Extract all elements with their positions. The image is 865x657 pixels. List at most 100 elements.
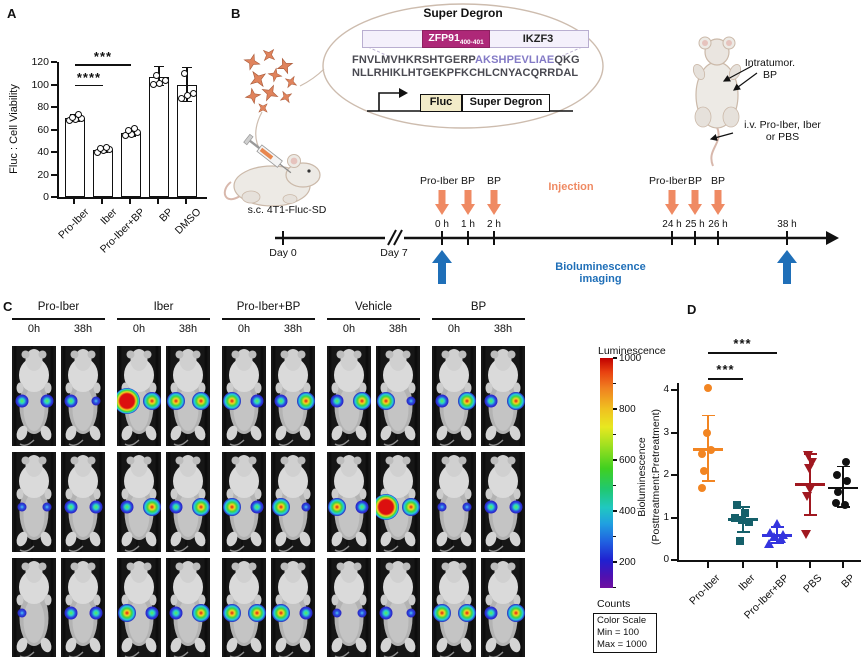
timeline [275, 229, 839, 247]
fluc-box: Fluc [420, 94, 462, 112]
group-label: Pro-Iber+BP [236, 301, 301, 313]
significance-stars: *** [93, 49, 113, 65]
mouse-image-tile [327, 452, 371, 552]
colorbar-tick-label: 200 [619, 557, 636, 569]
mouse-image-tile [61, 558, 105, 657]
x-tick [185, 199, 187, 204]
event-drug-label: Pro-Iber [420, 175, 458, 187]
significance-line [75, 64, 131, 67]
mouse-treatment-icon [692, 36, 742, 167]
panel-label-a: A [7, 6, 17, 21]
sequence-highlight: AKSHPEVLIAE [475, 54, 555, 66]
y-tick-label: 60 [37, 123, 49, 136]
group-underline [12, 318, 105, 320]
mouse-image-tile [12, 558, 56, 657]
color-scale-line2: Min = 100 [597, 627, 639, 638]
colorbar-tick-label: 800 [619, 404, 636, 416]
mouse-image-tile [222, 452, 266, 552]
significance-line [75, 84, 103, 87]
event-drug-label: BP [460, 175, 475, 187]
y-tick-label: 120 [31, 56, 49, 68]
color-scale-box: Color Scale Min = 100 Max = 1000 [593, 613, 657, 653]
mouse-image-tile [271, 558, 315, 657]
colorbar-tick [613, 408, 617, 411]
group-label: Vehicle [354, 301, 393, 313]
mouse-image-tile [432, 346, 476, 446]
colorbar-minor-tick [613, 535, 616, 538]
syringe-icon [243, 133, 292, 174]
zfp91-subscript: 400-401 [459, 39, 484, 47]
x-tick [101, 199, 103, 204]
event-time-label: 0 h [435, 219, 449, 230]
x-tick [157, 199, 159, 204]
promoter-arrow-icon [378, 92, 399, 111]
color-scale-line1: Color Scale [597, 615, 647, 626]
y-axis [57, 62, 59, 199]
sequence-line2: NLLRHIKLHTGEKPFKCHLCNYACQRRDAL [352, 67, 579, 79]
group-label: Iber [153, 301, 174, 313]
column-time-label: 38h [73, 323, 93, 335]
group-label: Pro-Iber [37, 301, 80, 313]
event-time-label: 1 h [461, 219, 475, 230]
data-point-circle [68, 113, 76, 121]
group-label: BP [470, 301, 487, 313]
y-tick-label: 0 [43, 191, 49, 203]
colorbar-title: Luminescence [598, 345, 666, 357]
data-point-circle [180, 69, 188, 77]
colorbar-tick [613, 561, 617, 564]
error-cap-top [154, 65, 164, 68]
error-cap-top [182, 66, 192, 69]
colorbar-tick-label: 400 [619, 506, 636, 518]
significance-stars: **** [76, 69, 102, 85]
imaging-arrows [432, 250, 797, 284]
colorbar-tick [613, 459, 617, 462]
column-time-label: 0h [237, 323, 251, 335]
mouse-image-tile [271, 346, 315, 446]
data-point-circle [177, 94, 185, 102]
intratumor-label-line2: BP [762, 69, 777, 81]
column-time-label: 0h [132, 323, 146, 335]
mouse-image-tile [327, 558, 371, 657]
column-time-label: 38h [178, 323, 198, 335]
colorbar-minor-tick [613, 382, 616, 384]
panelA-bar-chart: 0 20 40 60 80 100 120 Fluc : Cell Viability Pro-… [0, 0, 225, 295]
y-axis-title: Fluc : Cell Viability [8, 84, 20, 174]
panel-label-d: D [687, 302, 697, 317]
colorbar-tick [613, 510, 617, 513]
bar [93, 149, 113, 197]
y-tick [51, 83, 57, 86]
y-tick [51, 61, 57, 63]
iv-label-line1: i.v. Pro-Iber, Iber [744, 119, 821, 131]
color-scale-line3: Max = 1000 [597, 639, 647, 650]
x-tick [73, 199, 75, 204]
column-time-label: 38h [283, 323, 303, 335]
mouse-image-tile [166, 452, 210, 552]
bar [121, 132, 141, 197]
y-tick [51, 151, 57, 153]
y-tick-label: 100 [31, 78, 49, 91]
event-drug-label: BP [710, 175, 725, 187]
mouse-image-tile [12, 346, 56, 446]
zfp91-text: ZFP91 [428, 32, 460, 44]
colorbar-minor-tick [613, 484, 616, 487]
column-time-label: 38h [388, 323, 408, 335]
y-tick-label: 80 [37, 101, 49, 113]
data-point-circle [102, 144, 110, 151]
group-underline [432, 318, 525, 320]
day0-label: Day 0 [269, 247, 297, 259]
ikzf3-segment: IKZF3 [522, 33, 554, 45]
mouse-image-tile [117, 452, 161, 552]
sequence-line1: FNVLMVHKRSHTGERPAKSHPEVLIAEQKG [352, 54, 580, 66]
sc-injection-label: s.c. 4T1-Fluc-SD [247, 204, 327, 216]
group-underline [222, 318, 315, 320]
x-axis [57, 197, 207, 199]
mouse-image-tile [12, 452, 56, 552]
panel-label-b: B [231, 6, 241, 21]
column-time-label: 0h [342, 323, 356, 335]
y-tick [51, 173, 57, 176]
data-point-circle [189, 90, 197, 97]
injection-label: Injection [548, 181, 594, 193]
mouse-image-tile [166, 346, 210, 446]
mouse-image-tile [271, 452, 315, 552]
